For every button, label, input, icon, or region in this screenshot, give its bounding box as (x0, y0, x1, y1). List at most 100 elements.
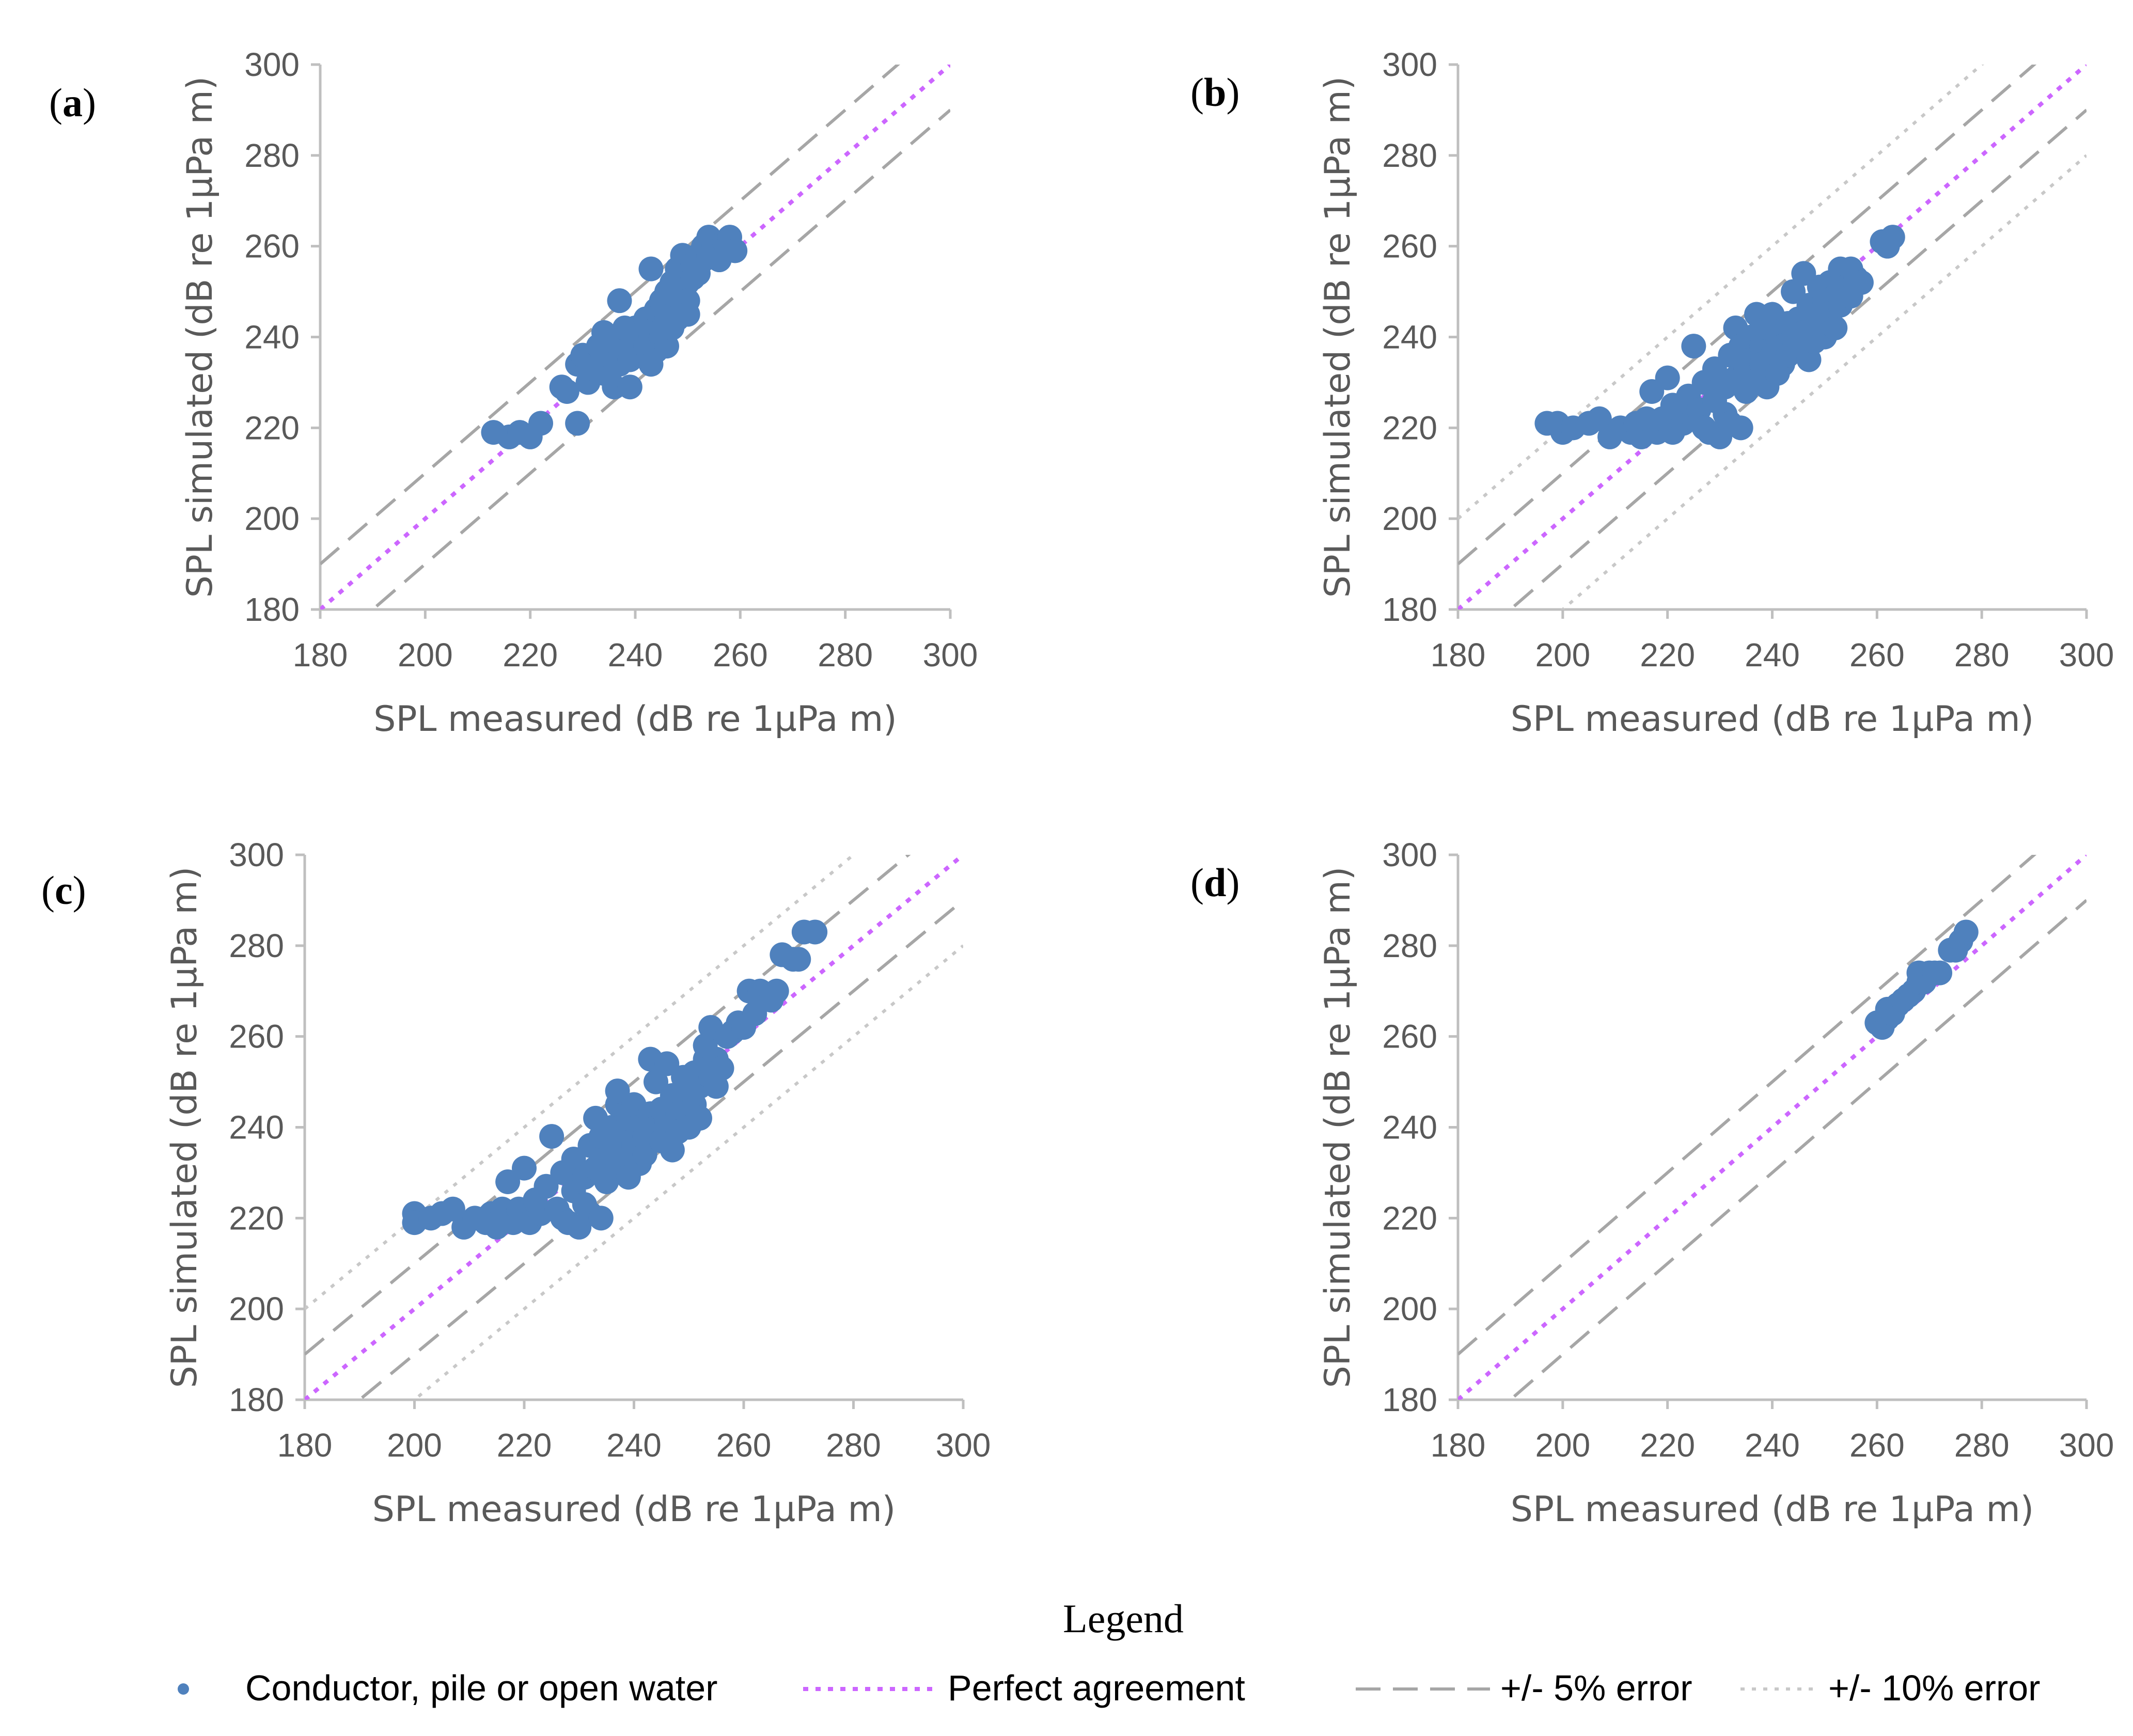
y-tick-label: 280 (229, 927, 284, 964)
data-point (654, 1051, 680, 1076)
x-axis-title: SPL measured (dB re 1µPa m) (1511, 699, 2034, 740)
legend-label: +/- 10% error (1828, 1668, 2040, 1708)
data-point (803, 919, 828, 945)
y-tick-label: 280 (244, 137, 300, 174)
data-points (481, 225, 748, 449)
data-point (617, 374, 642, 400)
y-axis-title: SPL simulated (dB re 1µPa m) (1318, 76, 1358, 598)
data-point (1848, 270, 1874, 295)
legend-marker (178, 1683, 189, 1695)
y-axis-title: SPL simulated (dB re 1µPa m) (164, 867, 205, 1388)
data-point (1681, 334, 1706, 359)
data-point (607, 288, 632, 314)
data-point (644, 1069, 668, 1094)
panel-d: 180 200 220 240 260 280 300 180 200 220 240 260 280 3… (1190, 836, 2114, 1530)
x-tick-label: 280 (1954, 1427, 2010, 1464)
y-tick-label: 280 (1382, 137, 1437, 174)
y-tick-label: 240 (1382, 1109, 1437, 1146)
y-tick-label: 260 (244, 228, 300, 265)
data-point (742, 1001, 767, 1026)
data-point (1953, 919, 1979, 945)
data-point (786, 947, 811, 972)
data-point (764, 978, 789, 1004)
y-tick-label: 200 (244, 500, 300, 537)
y-tick-label: 220 (1382, 409, 1437, 446)
x-tick-label: 260 (1849, 636, 1905, 674)
panel-b: 180 200 220 240 260 280 300 180 200 220 240 260 280 3… (1190, 46, 2114, 740)
legend-label: Conductor, pile or open water (245, 1668, 717, 1708)
y-tick-label: 240 (244, 319, 300, 356)
legend-item-err5: +/- 5% error (1356, 1668, 1692, 1708)
y-tick-label: 220 (229, 1199, 284, 1237)
panels: 180 200 220 240 260 280 300 180 200 220 240 260 280 3… (41, 46, 2114, 1530)
y-tick-label: 240 (1382, 319, 1437, 356)
data-point (534, 1174, 559, 1199)
x-tick-label: 240 (606, 1427, 662, 1464)
x-tick-label: 180 (277, 1427, 333, 1464)
perfect-agreement-line (1458, 65, 2087, 609)
y-tick-label: 300 (244, 46, 300, 83)
data-point (1655, 365, 1680, 390)
legend-item-perfect: Perfect agreement (803, 1668, 1245, 1708)
y-tick-label: 260 (1382, 228, 1437, 265)
data-point (605, 1078, 630, 1104)
x-tick-label: 260 (716, 1427, 772, 1464)
panel-label: (d) (1190, 860, 1240, 905)
data-point (638, 256, 664, 281)
plus-10pct-line (1458, 65, 1984, 520)
y-tick-label: 220 (1382, 1199, 1437, 1237)
data-points (402, 919, 828, 1240)
x-tick-label: 180 (293, 636, 348, 674)
x-axis-title: SPL measured (dB re 1µPa m) (373, 699, 897, 740)
data-points (1864, 919, 1979, 1040)
x-tick-label: 180 (1431, 1427, 1486, 1464)
data-point (1823, 315, 1848, 340)
x-tick-label: 200 (1535, 636, 1590, 674)
data-point (709, 1056, 734, 1081)
reference-lines (1458, 855, 2087, 1400)
x-tick-label: 300 (936, 1427, 991, 1464)
x-tick-label: 240 (608, 636, 663, 674)
panel-a: 180 200 220 240 260 280 300 180 200 220 240 260 280 3… (49, 46, 978, 740)
data-point (539, 1124, 564, 1149)
x-tick-label: 240 (1745, 1427, 1800, 1464)
y-tick-label: 300 (1382, 46, 1437, 83)
minus-5pct-line (1508, 899, 2087, 1400)
x-tick-label: 280 (1954, 636, 2010, 674)
legend-item-err10: +/- 10% error (1740, 1668, 2040, 1708)
data-point (632, 1142, 657, 1167)
x-axis-title: SPL measured (dB re 1µPa m) (372, 1489, 896, 1530)
x-tick-label: 260 (1849, 1427, 1905, 1464)
data-points (1534, 225, 1905, 449)
y-tick-label: 260 (1382, 1018, 1437, 1055)
x-axis-title: SPL measured (dB re 1µPa m) (1511, 1489, 2034, 1530)
y-tick-label: 200 (1382, 500, 1437, 537)
x-tick-label: 200 (387, 1427, 442, 1464)
y-tick-label: 200 (229, 1290, 284, 1327)
panel-label: (b) (1190, 70, 1240, 115)
data-point (675, 302, 700, 327)
y-tick-label: 300 (1382, 836, 1437, 873)
data-point (561, 1147, 586, 1172)
minus-10pct-line (1560, 154, 2087, 609)
legend: Legend Conductor, pile or open water Perf… (178, 1596, 2040, 1708)
data-point (1927, 960, 1953, 986)
x-tick-label: 220 (503, 636, 558, 674)
panel-label: (a) (49, 80, 96, 125)
data-point (1587, 406, 1612, 431)
panel-c: 180 200 220 240 260 280 300 180 200 220 240 260 280 3… (41, 836, 991, 1530)
y-axis-title: SPL simulated (dB re 1µPa m) (1318, 867, 1358, 1388)
x-tick-label: 200 (398, 636, 453, 674)
data-point (554, 379, 579, 404)
y-tick-label: 180 (1382, 591, 1437, 628)
data-point (440, 1196, 465, 1222)
x-tick-label: 200 (1535, 1427, 1590, 1464)
x-tick-label: 280 (818, 636, 873, 674)
data-point (512, 1155, 537, 1181)
data-point (723, 238, 748, 263)
data-point (588, 1206, 614, 1231)
legend-label: +/- 5% error (1500, 1668, 1692, 1708)
y-tick-label: 180 (1382, 1381, 1437, 1418)
data-point (528, 411, 553, 436)
